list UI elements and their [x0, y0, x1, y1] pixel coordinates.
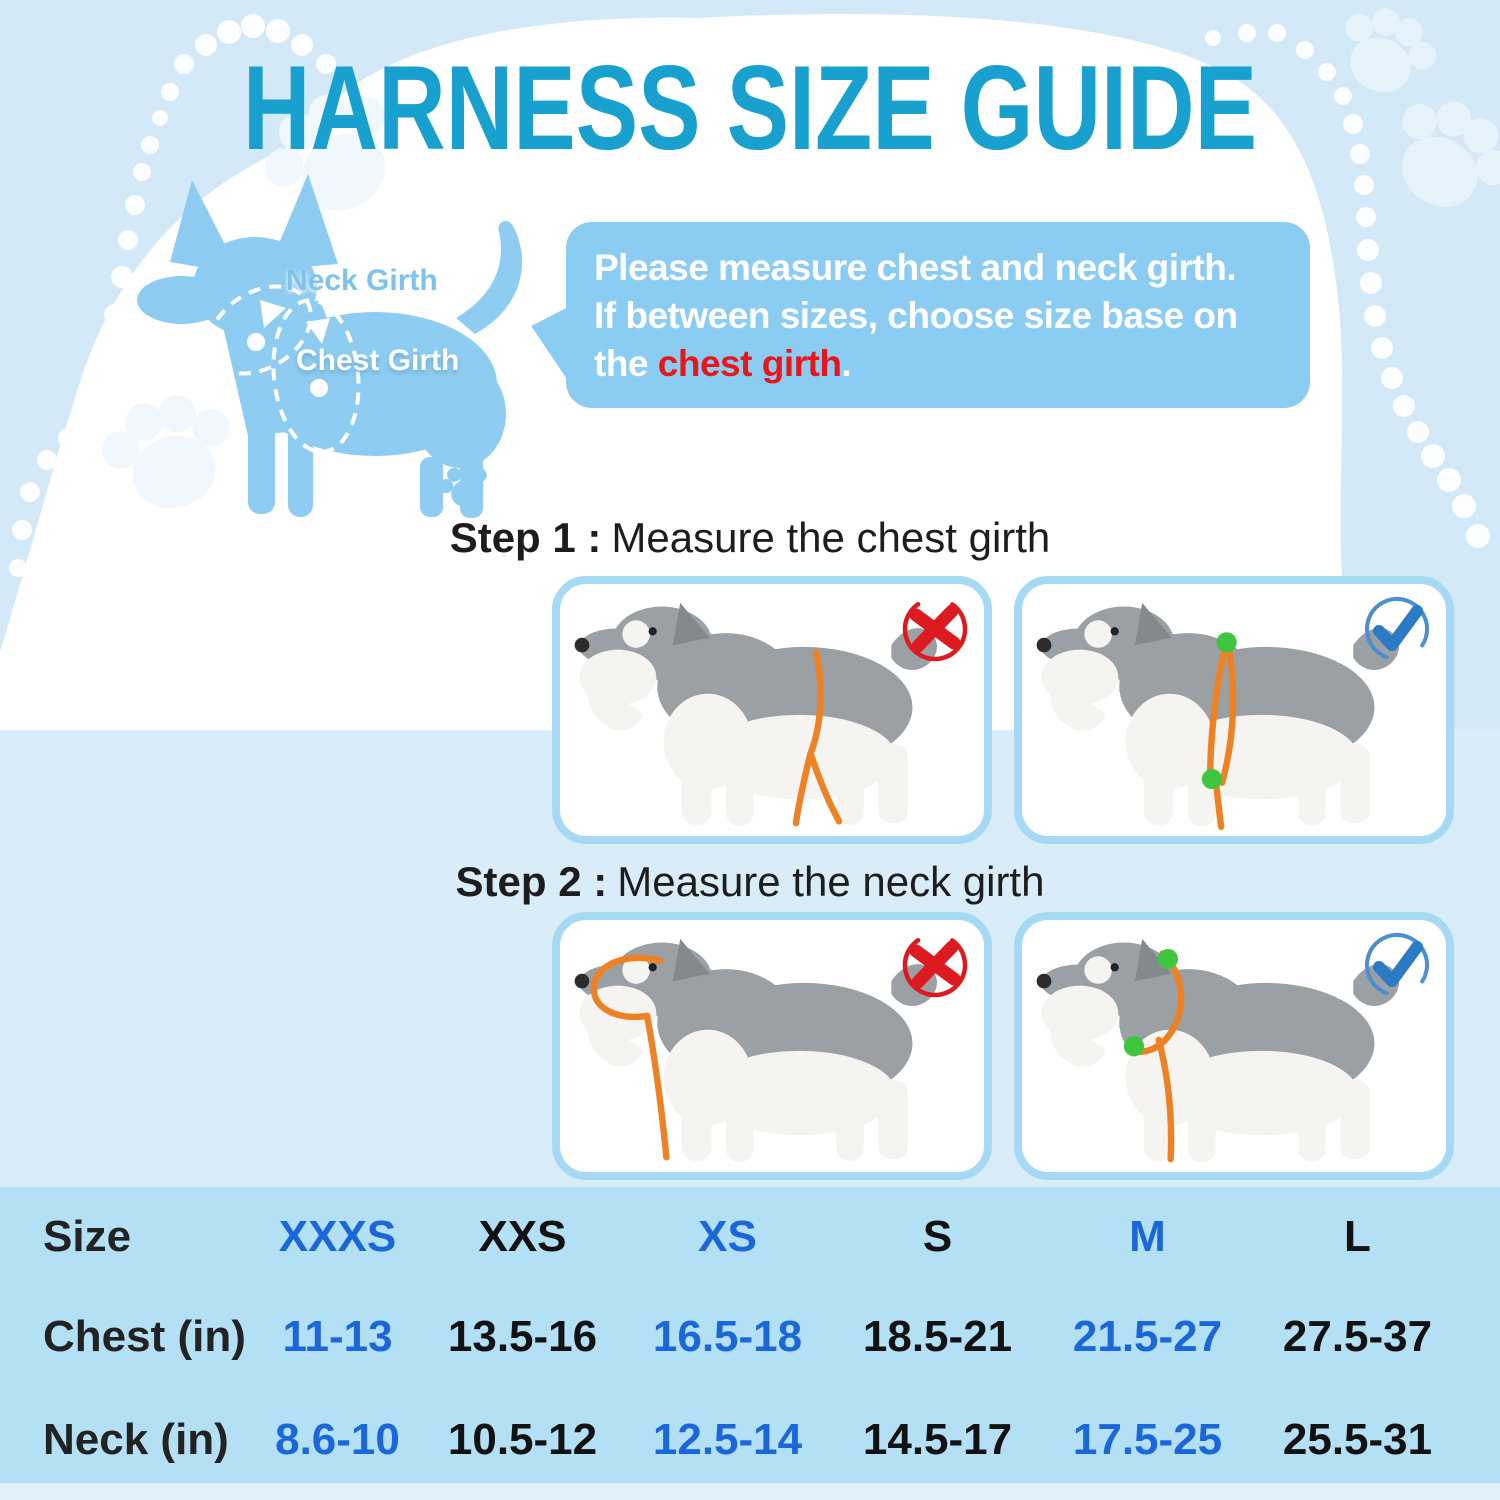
step2-text: Measure the neck girth	[617, 858, 1045, 905]
blue-check-icon	[1365, 597, 1429, 661]
table-cell: 10.5-12	[447, 1415, 598, 1464]
step1-correct-panel	[1014, 576, 1454, 844]
row-header: Neck (in)	[43, 1415, 229, 1464]
dog-photo-wrong-chest	[574, 602, 937, 827]
step1-heading: Step 1 : Measure the chest girth	[0, 514, 1500, 562]
table-cell: L	[1344, 1212, 1371, 1261]
table-cell: XS	[698, 1212, 757, 1261]
step1-incorrect-panel	[552, 576, 992, 844]
speech-bubble-tail	[526, 300, 574, 378]
table-cell: 14.5-17	[862, 1415, 1013, 1464]
dog-photo-wrong-neck	[574, 938, 937, 1162]
size-table: Size XXXS XXS XS S M L Chest (in) 11-13 …	[0, 1187, 1500, 1483]
red-cross-icon	[902, 932, 968, 998]
measuring-tape	[590, 954, 670, 1161]
step1-label: Step 1 :	[449, 514, 602, 561]
row-header: Size	[43, 1212, 132, 1261]
table-cell: 27.5-37	[1282, 1312, 1433, 1361]
measuring-tape	[792, 649, 843, 827]
row-header: Chest (in)	[43, 1312, 246, 1361]
red-cross-icon	[902, 596, 968, 662]
neck-girth-label: Neck Girth	[286, 264, 438, 297]
step2-heading: Step 2 : Measure the neck girth	[0, 858, 1500, 906]
girth-markers	[247, 300, 330, 397]
table-cell: 12.5-14	[652, 1415, 803, 1464]
table-cell: 18.5-21	[862, 1312, 1013, 1361]
chihuahua-silhouette	[137, 174, 523, 518]
table-cell: M	[1129, 1212, 1166, 1261]
table-cell: S	[922, 1212, 953, 1261]
dog-photo-correct-chest	[1036, 602, 1399, 831]
step1-text: Measure the chest girth	[611, 514, 1051, 561]
paw-print-icon	[434, 458, 495, 514]
table-row-size: Size XXXS XXS XS S M L	[0, 1209, 1500, 1265]
girth-dashed-ellipses	[207, 284, 361, 454]
bubble-line-2: If between sizes, choose size base on	[594, 295, 1238, 337]
table-row-chest: Chest (in) 11-13 13.5-16 16.5-18 18.5-21…	[0, 1309, 1500, 1365]
table-cell: 13.5-16	[447, 1312, 598, 1361]
measure-point-markers	[1201, 632, 1237, 790]
table-cell: 21.5-27	[1072, 1312, 1223, 1361]
neck-arrow	[260, 300, 286, 328]
dog-photo-correct-neck	[1036, 938, 1399, 1163]
table-row-neck: Neck (in) 8.6-10 10.5-12 12.5-14 14.5-17…	[0, 1412, 1500, 1468]
bubble-line-1: Please measure chest and neck girth.	[594, 247, 1237, 288]
table-cell: 25.5-31	[1282, 1415, 1433, 1464]
table-cell: 8.6-10	[275, 1415, 400, 1464]
dotted-trail-left	[9, 14, 336, 577]
table-cell: 16.5-18	[652, 1312, 803, 1361]
table-cell: XXXS	[278, 1212, 397, 1261]
blue-check-icon	[1365, 933, 1429, 997]
chest-girth-ellipse	[271, 298, 361, 454]
step2-correct-panel	[1014, 912, 1454, 1180]
table-cell: 11-13	[282, 1312, 393, 1361]
dog-measurement-diagram: Neck Girth Chest Girth	[130, 172, 530, 524]
step2-label: Step 2 :	[455, 858, 608, 905]
chest-girth-label: Chest Girth	[296, 344, 460, 377]
speech-bubble: Please measure chest and neck girth. If …	[526, 222, 1310, 408]
dotted-trail-right	[1205, 24, 1490, 548]
table-cell: 17.5-25	[1072, 1415, 1223, 1464]
bubble-line-3: the chest girth.	[594, 343, 852, 385]
step2-incorrect-panel	[552, 912, 992, 1180]
page-title: HARNESS SIZE GUIDE	[242, 41, 1258, 175]
chest-arrow	[306, 318, 330, 344]
table-cell: XXS	[478, 1212, 567, 1261]
chest-girth-highlight: chest girth	[657, 343, 842, 385]
measure-point-markers	[1123, 948, 1179, 1057]
